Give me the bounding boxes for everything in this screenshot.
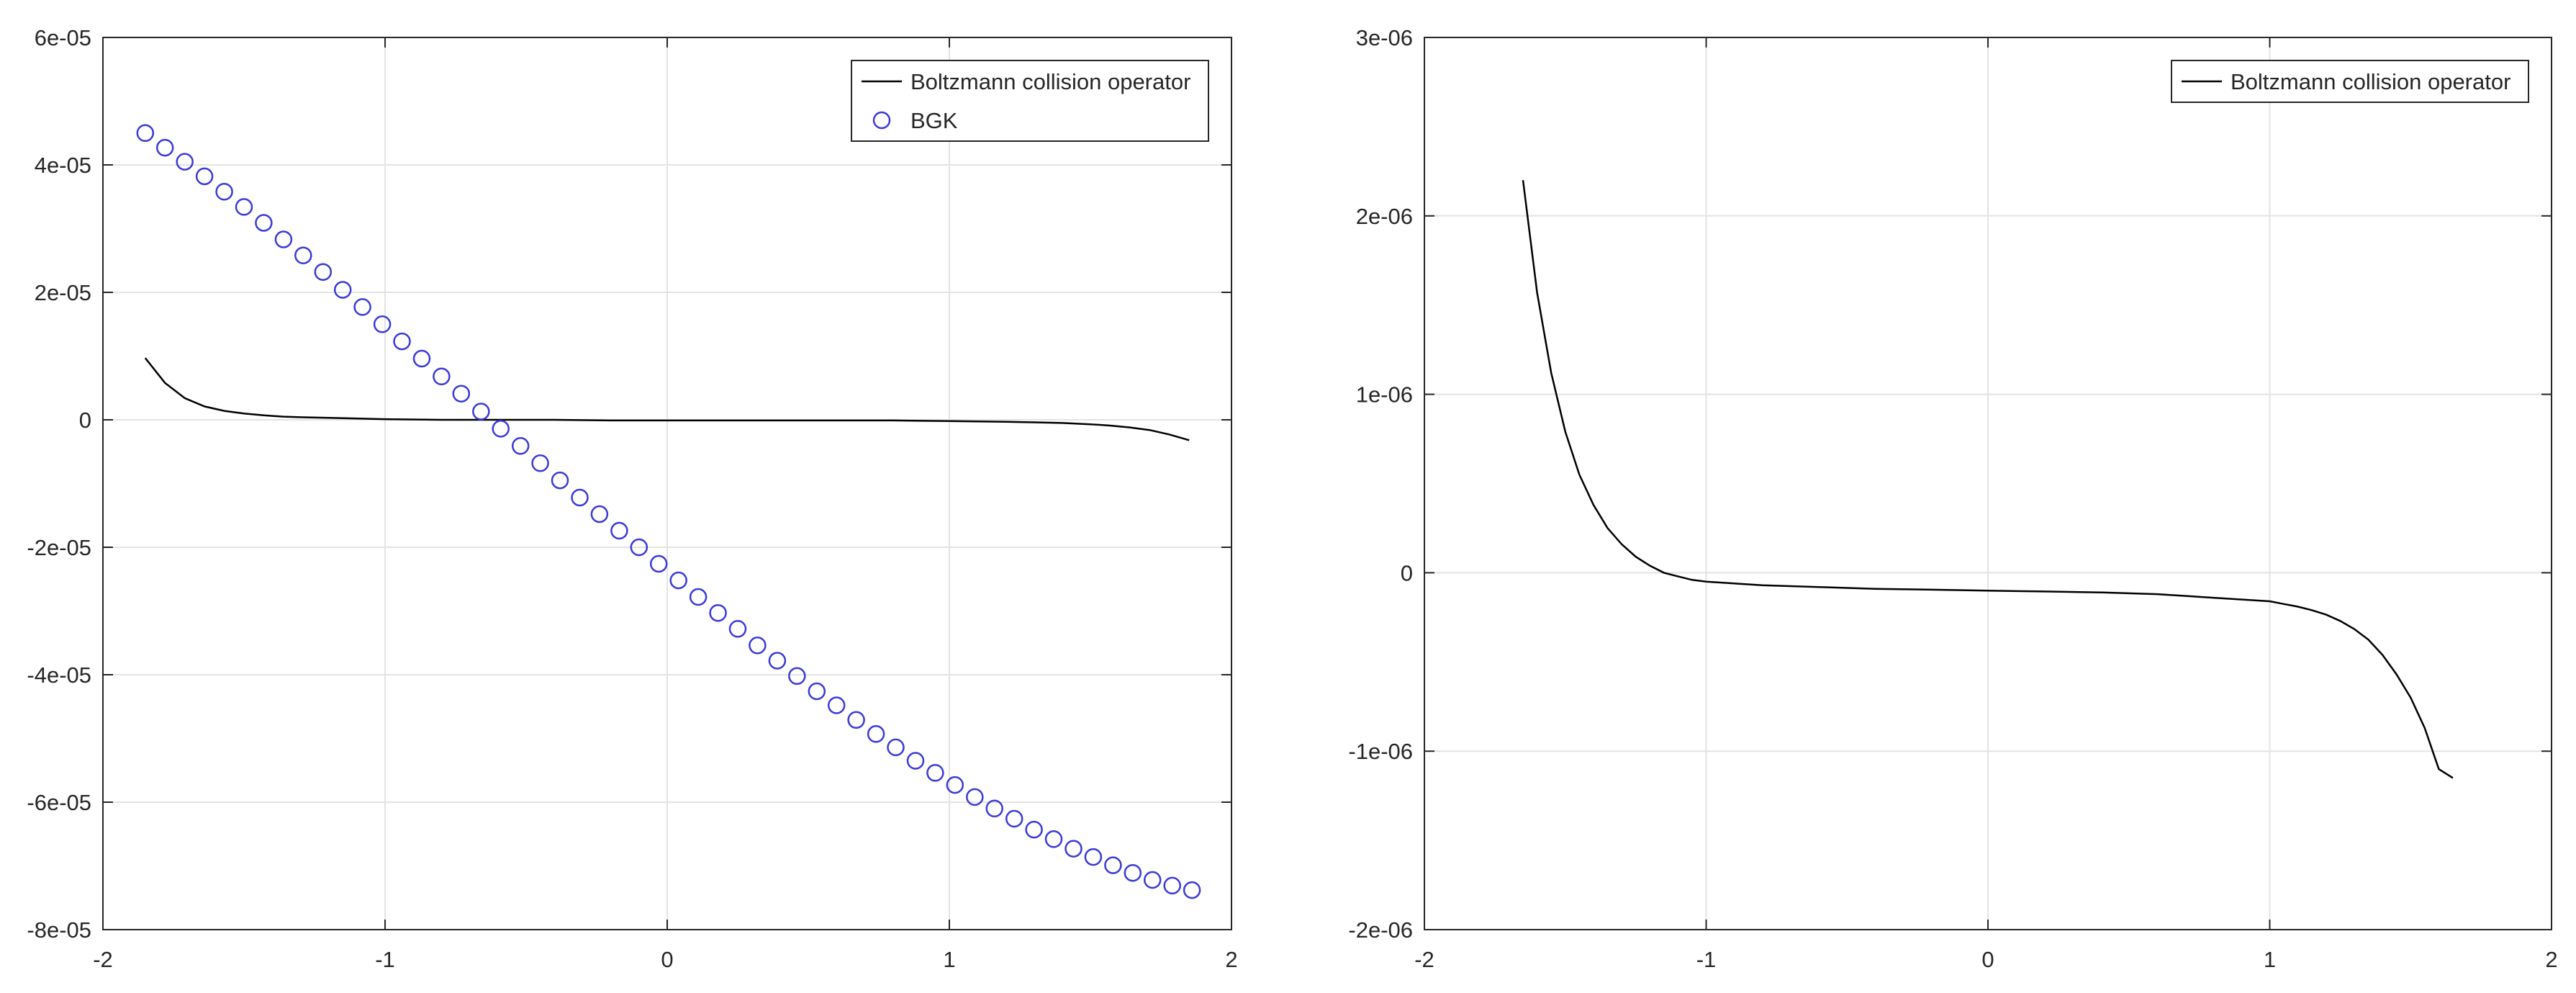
x-tick-label: -1 <box>375 947 395 972</box>
bgk-marker <box>985 799 1003 818</box>
x-tick-label: 1 <box>2264 947 2276 972</box>
bgk-marker <box>1124 863 1142 882</box>
x-tick-label: -1 <box>1696 947 1717 972</box>
y-tick-label: 2e-05 <box>35 280 91 305</box>
x-tick-label: 0 <box>1981 947 1994 972</box>
bgk-marker <box>373 315 392 333</box>
bgk-marker <box>887 738 905 757</box>
legend-box <box>2171 60 2529 103</box>
legend-marker-swatch <box>872 111 891 130</box>
y-tick-label: 6e-05 <box>35 25 91 50</box>
y-tick-label: -1e-06 <box>1348 739 1413 764</box>
bgk-marker <box>867 725 885 743</box>
bgk-marker <box>571 488 589 507</box>
y-tick-label: 1e-06 <box>1356 382 1413 408</box>
bgk-marker <box>333 281 352 299</box>
y-tick-label: 2e-06 <box>1356 204 1413 229</box>
bgk-marker <box>136 124 155 143</box>
bgk-marker <box>492 420 510 438</box>
bgk-marker <box>966 788 984 806</box>
bgk-marker <box>1183 881 1201 899</box>
bgk-marker <box>590 505 609 524</box>
bgk-marker <box>551 471 569 490</box>
bgk-marker <box>768 652 787 670</box>
bgk-marker <box>669 571 687 590</box>
y-tick-label: 3e-06 <box>1356 25 1413 50</box>
bgk-marker <box>827 696 846 714</box>
bgk-marker <box>610 521 628 540</box>
bgk-marker <box>1143 871 1162 889</box>
bgk-marker <box>709 603 727 622</box>
bgk-marker <box>1163 876 1181 895</box>
legend-label: Boltzmann collision operator <box>910 69 1190 94</box>
y-tick-label: -2e-06 <box>1348 917 1413 943</box>
x-tick-label: 2 <box>1225 947 1237 972</box>
bgk-marker <box>630 538 648 557</box>
x-tick-label: -2 <box>93 947 113 972</box>
bgk-marker <box>1084 848 1103 866</box>
legend-label: BGK <box>910 108 958 133</box>
bgk-marker <box>235 198 253 216</box>
bgk-marker <box>155 138 174 157</box>
y-tick-label: 4e-05 <box>35 153 91 178</box>
y-tick-label: -6e-05 <box>27 790 91 815</box>
bgk-marker <box>472 403 490 421</box>
x-tick-label: -2 <box>1414 947 1434 972</box>
bgk-marker <box>847 711 865 729</box>
y-tick-label: 0 <box>1401 560 1413 585</box>
x-tick-label: 1 <box>943 947 955 972</box>
y-tick-label: 0 <box>79 408 91 433</box>
bgk-marker <box>689 588 708 606</box>
bgk-marker <box>728 620 747 638</box>
bgk-marker <box>808 682 826 701</box>
bgk-marker <box>1044 830 1063 848</box>
bgk-marker <box>294 246 312 264</box>
bgk-marker <box>215 182 233 201</box>
bgk-marker <box>788 667 806 686</box>
x-tick-label: 2 <box>2545 947 2557 972</box>
legend-box <box>851 60 1209 142</box>
bgk-marker <box>433 367 451 386</box>
bgk-marker <box>314 263 333 281</box>
bgk-marker <box>1065 840 1083 858</box>
bgk-marker <box>255 214 273 232</box>
bgk-marker <box>749 637 767 655</box>
right-plot: -2 -1 0 1 2 -2e-06 -1e-06 0 1e-06 2e-06 3e-06 Boltz… <box>1348 25 2557 972</box>
bgk-marker <box>1005 809 1023 828</box>
x-tick-label: 0 <box>661 947 673 972</box>
bgk-marker <box>353 298 371 316</box>
bgk-marker <box>1025 820 1043 839</box>
bgk-marker <box>274 230 293 248</box>
bgk-marker <box>511 437 530 455</box>
bgk-marker <box>1104 856 1122 874</box>
bgk-marker <box>393 332 411 351</box>
bgk-marker <box>926 764 944 782</box>
bgk-marker <box>531 454 549 472</box>
bgk-marker <box>906 752 925 770</box>
legend-label: Boltzmann collision operator <box>2231 69 2511 94</box>
bgk-marker <box>649 554 668 573</box>
bgk-marker <box>412 349 431 368</box>
left-plot: -2 -1 0 1 2 -8e-05 -6e-05 -4e-05 -2e-05 0 2e-05 4e-… <box>27 25 1237 972</box>
y-tick-label: -4e-05 <box>27 662 91 688</box>
bgk-marker <box>946 776 964 794</box>
bgk-marker <box>195 167 214 186</box>
bgk-marker <box>452 385 471 403</box>
y-tick-label: -2e-05 <box>27 535 91 560</box>
y-tick-label: -8e-05 <box>27 917 91 943</box>
bgk-marker <box>176 153 194 171</box>
series-line-0 <box>1522 180 2454 779</box>
series-line-0 <box>144 357 1190 441</box>
